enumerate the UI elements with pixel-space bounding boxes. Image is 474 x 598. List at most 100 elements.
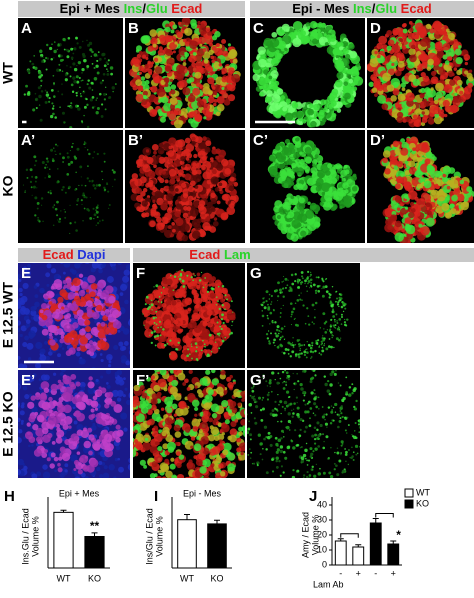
cell [159, 116, 166, 123]
cell [143, 324, 145, 326]
cell [224, 168, 232, 175]
cell [208, 339, 214, 345]
cell [103, 186, 106, 189]
cell [401, 141, 409, 149]
cell [406, 232, 414, 240]
cell [20, 325, 27, 332]
cell [211, 301, 217, 306]
cell [390, 214, 398, 222]
cell [117, 329, 121, 333]
cell [420, 80, 427, 87]
cell [176, 80, 185, 89]
cell [194, 342, 198, 345]
cell [409, 54, 417, 63]
cell [332, 324, 335, 327]
cell [280, 307, 282, 310]
cell [333, 318, 336, 321]
cell [222, 50, 229, 57]
cell [169, 178, 176, 185]
cell [261, 303, 264, 307]
cell [192, 87, 201, 96]
cell [63, 284, 68, 289]
cell [18, 320, 21, 326]
cell [261, 314, 265, 318]
cell [190, 119, 199, 128]
cell [368, 81, 374, 88]
cell [276, 325, 280, 329]
cell [409, 27, 414, 33]
cell [175, 348, 179, 351]
cell [119, 292, 124, 296]
cell [25, 84, 28, 88]
cell [81, 194, 84, 197]
cell [191, 140, 196, 146]
cell [187, 94, 196, 103]
cell [348, 78, 354, 84]
cell [103, 64, 107, 68]
cell [77, 60, 82, 65]
cell [284, 47, 288, 51]
cell [86, 67, 89, 70]
cell [319, 327, 322, 329]
cell [276, 334, 279, 337]
cell [79, 86, 81, 89]
header: Epi + Mes Ins/Glu Ecad [60, 1, 203, 16]
cell [57, 145, 59, 147]
cell [22, 342, 28, 348]
cell [44, 177, 46, 179]
cell [174, 41, 178, 45]
micrograph [18, 130, 123, 243]
cell [205, 169, 212, 176]
header: Ecad Dapi [43, 247, 106, 262]
cell [70, 479, 75, 484]
cell [192, 170, 198, 175]
cell [213, 306, 222, 314]
cell [48, 351, 53, 356]
cell [322, 335, 324, 337]
cell [182, 349, 188, 355]
cell [430, 87, 434, 91]
cell [210, 351, 213, 353]
cell [412, 78, 420, 87]
cell [122, 328, 130, 335]
cell [39, 348, 46, 355]
cell [398, 153, 406, 162]
cell [50, 88, 54, 92]
micrograph [250, 18, 365, 128]
cell [117, 263, 122, 266]
cell [89, 216, 93, 220]
cell [394, 148, 402, 156]
cell [55, 153, 57, 155]
cell [206, 290, 210, 293]
cell [448, 178, 459, 189]
cell [229, 176, 235, 182]
cell [377, 94, 387, 104]
cell [93, 151, 96, 153]
cell [318, 345, 321, 348]
cell [67, 291, 76, 300]
cell [221, 285, 225, 288]
cell [336, 71, 344, 80]
cell [232, 58, 238, 64]
panel-label: A’ [21, 132, 35, 149]
cell [412, 155, 419, 162]
cell [64, 191, 67, 194]
cell [158, 112, 163, 117]
cell [149, 29, 157, 37]
panel-label: C’ [253, 132, 268, 149]
cell [160, 202, 168, 211]
cell [295, 194, 301, 201]
cell [442, 99, 450, 108]
cell [88, 340, 94, 345]
cell [223, 98, 231, 106]
cell [134, 178, 143, 187]
cell [459, 90, 464, 95]
cell [67, 105, 70, 108]
cell [153, 286, 155, 288]
cell [207, 353, 210, 356]
cell [342, 182, 349, 189]
cell [299, 151, 303, 155]
cell [199, 43, 203, 47]
cell [164, 65, 172, 72]
cell [142, 94, 148, 100]
